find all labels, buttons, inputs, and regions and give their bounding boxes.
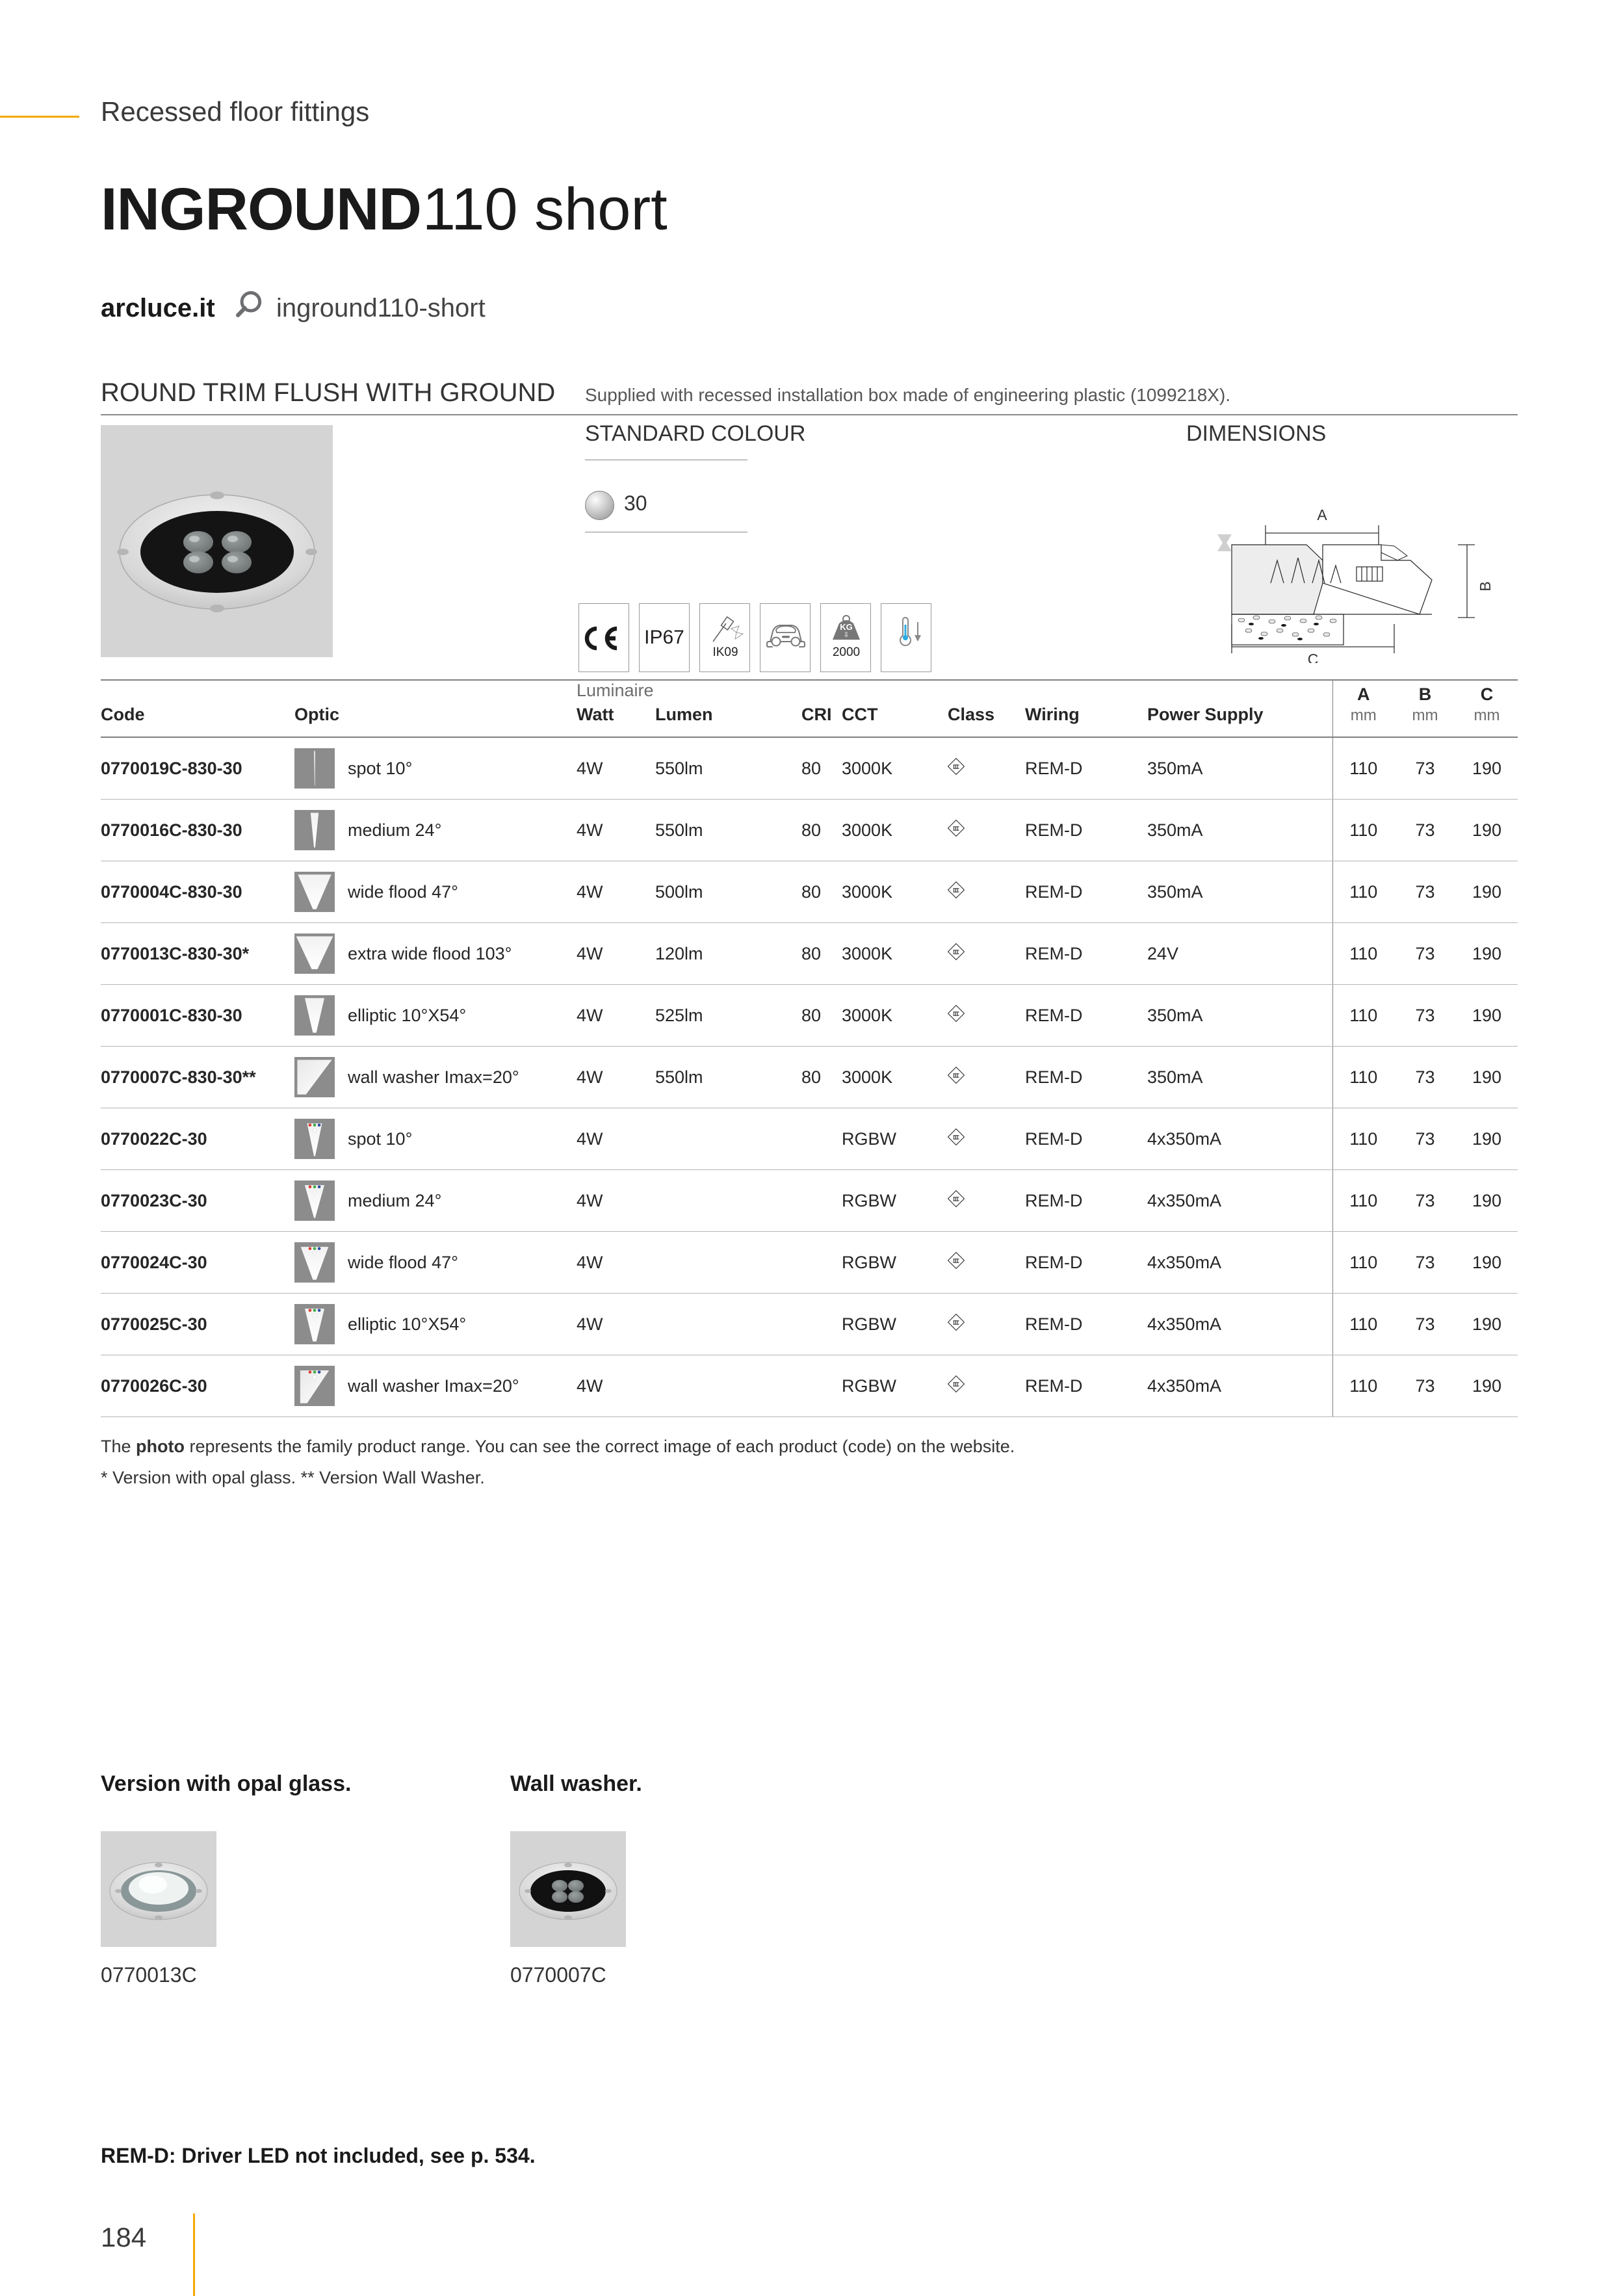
- svg-text:KG: KG: [840, 622, 853, 632]
- svg-text:B: B: [1477, 581, 1494, 591]
- svg-text:A: A: [1317, 506, 1327, 523]
- svg-text:⇩: ⇩: [843, 631, 849, 639]
- svg-text:IK09: IK09: [712, 646, 738, 659]
- svg-text:2000: 2000: [833, 646, 860, 659]
- svg-text:C: C: [1308, 651, 1319, 663]
